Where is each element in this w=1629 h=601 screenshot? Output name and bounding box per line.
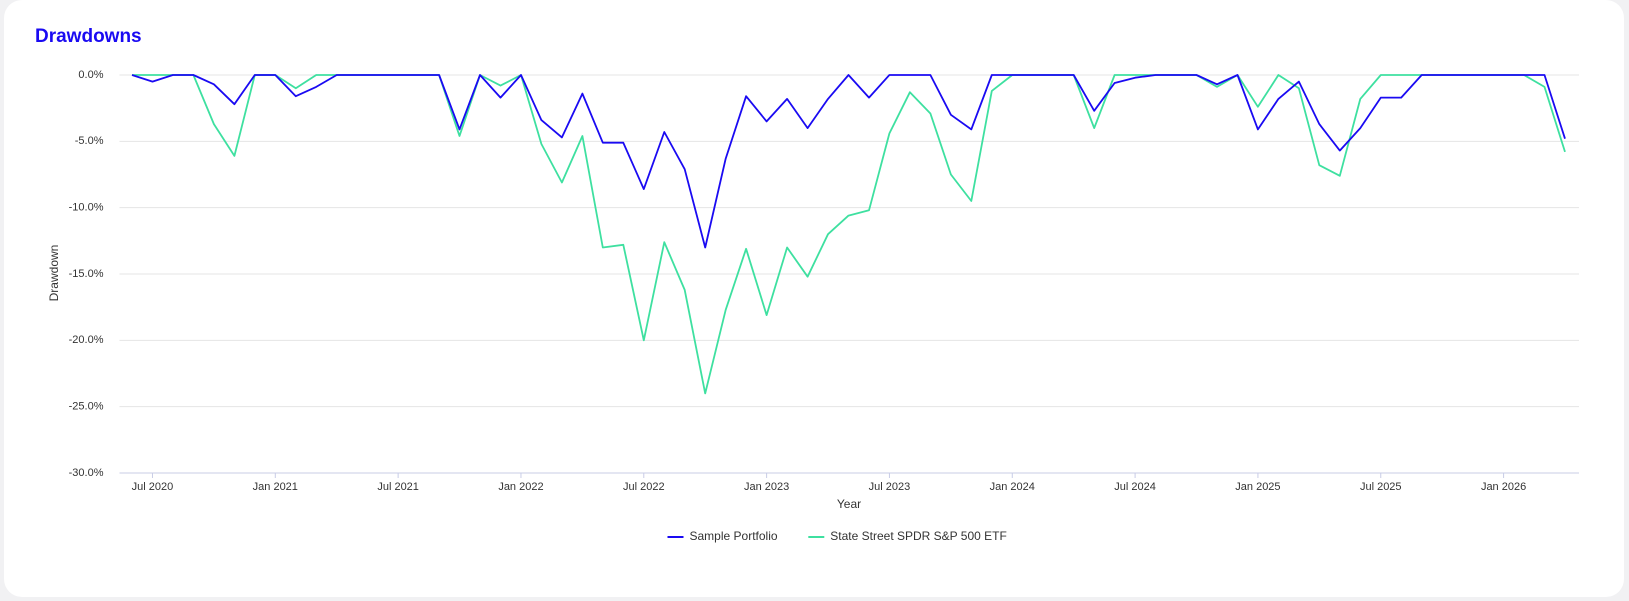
y-tick-label: -10.0%: [69, 202, 104, 214]
series-line: [132, 74, 1566, 395]
x-tick-label: Jan 2026: [1481, 481, 1526, 493]
x-tick-label: Jul 2021: [377, 481, 419, 493]
x-tick-label: Jul 2025: [1360, 481, 1402, 493]
y-tick-label: -25.0%: [69, 401, 104, 413]
y-axis-label: Drawdown: [47, 245, 61, 302]
y-tick-label: -30.0%: [69, 467, 104, 479]
chart-title: Drawdowns: [35, 26, 142, 47]
x-tick-label: Jul 2023: [869, 481, 911, 493]
x-tick-label: Jul 2020: [132, 481, 174, 493]
y-tick-label: -5.0%: [75, 135, 104, 147]
legend-label: State Street SPDR S&P 500 ETF: [830, 529, 1007, 543]
y-tick-label: -15.0%: [69, 268, 104, 280]
x-tick-label: Jan 2021: [253, 481, 298, 493]
card: [4, 0, 1624, 597]
y-tick-label: -20.0%: [69, 334, 104, 346]
x-tick-label: Jul 2024: [1114, 481, 1156, 493]
x-tick-label: Jul 2022: [623, 481, 665, 493]
legend-label: Sample Portfolio: [690, 529, 778, 543]
series-line: [131, 74, 1566, 249]
x-tick-label: Jan 2022: [498, 481, 543, 493]
x-tick-label: Jan 2024: [990, 481, 1035, 493]
x-tick-label: Jan 2023: [744, 481, 789, 493]
y-tick-label: 0.0%: [78, 69, 103, 81]
x-tick-label: Jan 2025: [1235, 481, 1280, 493]
x-axis-label: Year: [837, 497, 861, 511]
